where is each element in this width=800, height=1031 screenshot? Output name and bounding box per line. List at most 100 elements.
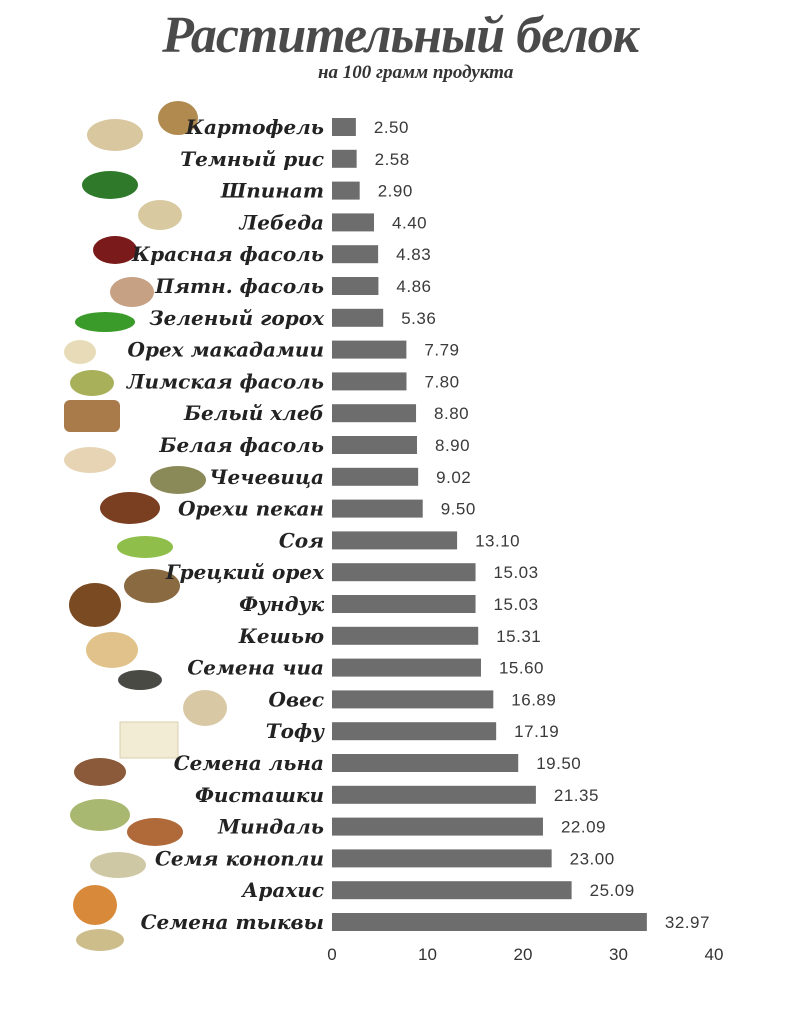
category-label: Соя: [279, 528, 324, 552]
red-beans-image: [93, 236, 137, 264]
walnut-image: [124, 569, 180, 603]
potato-image: [158, 101, 198, 135]
bar: [332, 754, 519, 772]
category-label: Арахис: [240, 878, 324, 902]
category-label: Семена льна: [174, 751, 324, 775]
hazelnut-image: [69, 583, 121, 627]
category-label: Лебеда: [239, 210, 324, 234]
bar: [332, 149, 357, 168]
food-images: [64, 101, 227, 951]
bar: [332, 849, 552, 868]
lentils-image: [150, 466, 206, 494]
value-label: 22.09: [561, 818, 606, 837]
category-label: Семя конопли: [155, 846, 324, 870]
category-label: Чечевица: [209, 465, 324, 489]
bar: [332, 563, 476, 582]
hemp-seeds-image: [90, 852, 146, 878]
value-label: 5.36: [401, 309, 436, 328]
pecans-image: [100, 492, 160, 524]
x-tick-label: 10: [418, 945, 437, 964]
value-label: 8.80: [434, 404, 469, 423]
value-label: 9.02: [436, 468, 471, 487]
bar: [332, 340, 407, 359]
value-label: 7.80: [424, 372, 459, 391]
category-label: Лимская фасоль: [126, 369, 324, 393]
value-label: 21.35: [554, 786, 599, 805]
category-label: Шпинат: [220, 179, 324, 203]
peanut-butter-image: [73, 885, 117, 925]
category-label: Темный рис: [180, 147, 324, 171]
category-label: Картофель: [185, 115, 324, 139]
category-label: Семена чиа: [187, 656, 324, 680]
category-label: Белый хлеб: [183, 401, 324, 425]
macadamia-image: [64, 340, 96, 364]
cashew-image: [86, 632, 138, 668]
value-label: 32.97: [665, 913, 710, 932]
bar: [332, 913, 647, 931]
tofu-image: [119, 721, 179, 759]
value-label: 4.83: [396, 245, 431, 264]
chart-subtitle: на 100 грамм продукта: [318, 62, 514, 83]
value-label: 9.50: [441, 500, 476, 519]
bar: [332, 436, 417, 454]
almonds-image: [127, 818, 183, 846]
category-label: Грецкий орех: [165, 560, 325, 584]
bar: [332, 626, 479, 645]
category-label: Семена тыквы: [141, 910, 324, 934]
category-label: Тофу: [266, 719, 325, 743]
pistachios-image: [70, 799, 130, 831]
bar: [332, 531, 458, 550]
pinto-beans-image: [110, 277, 154, 307]
value-label: 7.79: [424, 341, 459, 360]
bar: [332, 372, 407, 391]
category-label: Орех макадамии: [128, 338, 324, 362]
bar: [332, 690, 494, 709]
value-label: 23.00: [570, 849, 615, 868]
value-label: 13.10: [475, 531, 520, 550]
value-label: 4.40: [392, 213, 427, 232]
category-label: Зеленый горох: [149, 306, 325, 330]
bar: [332, 277, 379, 295]
category-label: Фисташки: [195, 783, 324, 807]
bar: [332, 213, 375, 232]
bar: [332, 118, 356, 136]
value-label: 2.58: [375, 150, 410, 169]
bar: [332, 181, 360, 200]
value-label: 15.03: [494, 563, 539, 582]
category-label: Белая фасоль: [158, 433, 324, 457]
value-label: 19.50: [536, 754, 581, 773]
x-tick-label: 0: [327, 945, 336, 964]
white-beans-image: [64, 447, 116, 473]
bar: [332, 595, 476, 613]
value-label: 2.50: [374, 118, 409, 137]
oats-image: [183, 690, 227, 726]
x-tick-label: 30: [609, 945, 628, 964]
pumpkin-seeds-image: [76, 929, 124, 951]
soy-image: [117, 536, 173, 558]
category-label: Овес: [269, 687, 324, 711]
bar: [332, 658, 481, 677]
bar: [332, 785, 536, 804]
brown-rice-image: [87, 119, 143, 151]
bar: [332, 404, 417, 423]
value-label: 15.03: [494, 595, 539, 614]
x-tick-label: 20: [514, 945, 533, 964]
value-label: 25.09: [590, 881, 635, 900]
peas-image: [75, 312, 135, 332]
chia-image: [118, 670, 162, 690]
bar: [332, 499, 423, 518]
chart-title: Растительный белок: [162, 7, 639, 64]
bar: [332, 467, 419, 486]
value-label: 4.86: [396, 277, 431, 296]
category-label: Кешью: [238, 624, 324, 648]
bread-image: [64, 400, 120, 432]
value-label: 16.89: [511, 690, 556, 709]
value-label: 17.19: [514, 722, 559, 741]
quinoa-image: [138, 200, 182, 230]
value-label: 15.31: [496, 627, 541, 646]
flax-image: [74, 758, 126, 786]
value-label: 8.90: [435, 436, 470, 455]
category-label: Орехи пекан: [178, 497, 324, 521]
